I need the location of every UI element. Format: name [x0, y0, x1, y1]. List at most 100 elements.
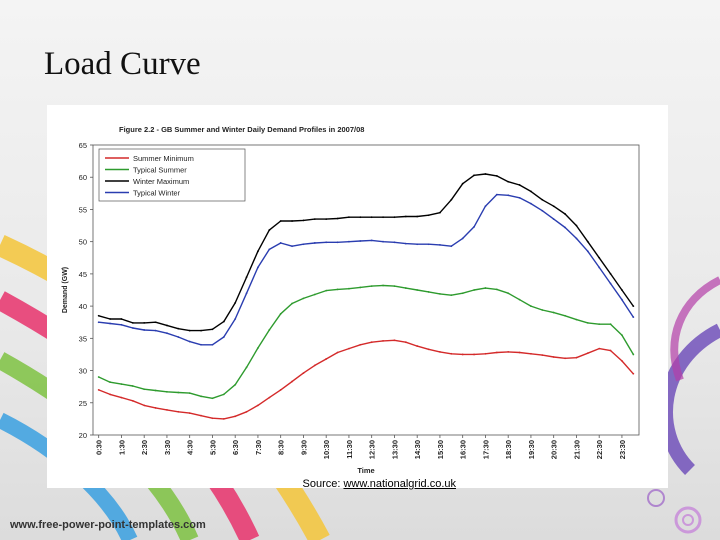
data-point: [393, 216, 396, 219]
data-point: [461, 353, 464, 356]
data-point: [552, 205, 555, 208]
data-point: [495, 193, 498, 196]
data-point: [564, 314, 566, 317]
data-point: [348, 287, 350, 290]
data-point: [200, 329, 202, 332]
legend-label: Winter Maximum: [133, 177, 189, 186]
data-point: [131, 385, 134, 387]
data-point: [507, 350, 510, 353]
data-point: [268, 248, 271, 251]
x-tick-label: 23:30: [618, 440, 627, 459]
data-point: [586, 352, 589, 355]
data-point: [109, 322, 111, 325]
data-point: [632, 353, 635, 356]
data-point: [382, 340, 384, 342]
data-point: [97, 321, 100, 324]
data-point: [131, 327, 134, 329]
data-point: [495, 175, 498, 177]
data-point: [268, 329, 271, 331]
data-point: [370, 341, 373, 344]
data-point: [313, 242, 316, 244]
data-point: [518, 298, 521, 301]
data-point: [586, 250, 589, 253]
y-tick-label: 45: [79, 270, 87, 279]
demand-profile-chart: Figure 2.2 - GB Summer and Winter Daily …: [62, 125, 640, 475]
data-point: [348, 347, 350, 350]
data-point: [461, 292, 464, 295]
data-point: [450, 294, 453, 297]
data-point: [416, 215, 419, 218]
data-point: [245, 292, 248, 295]
x-tick-label: 5:30: [208, 440, 217, 455]
data-point: [268, 229, 271, 231]
data-point: [370, 285, 373, 288]
x-tick-label: 1:30: [117, 440, 126, 455]
data-point: [120, 383, 123, 385]
data-point: [222, 336, 225, 338]
x-tick-label: 22:30: [595, 440, 604, 459]
x-tick-label: 11:30: [345, 440, 354, 459]
data-point: [404, 215, 407, 218]
x-tick-label: 10:30: [322, 440, 331, 459]
data-point: [621, 289, 623, 291]
x-tick-label: 8:30: [277, 440, 286, 455]
data-point: [279, 388, 282, 391]
data-point: [245, 276, 248, 279]
y-tick-label: 65: [79, 141, 87, 150]
data-point: [166, 332, 168, 335]
data-point: [575, 318, 578, 321]
data-point: [393, 339, 396, 342]
data-point: [530, 305, 532, 308]
data-point: [427, 291, 430, 293]
data-point: [359, 343, 362, 346]
data-point: [234, 301, 237, 304]
x-tick-label: 19:30: [527, 440, 536, 459]
data-point: [325, 218, 328, 221]
data-point: [222, 417, 225, 420]
data-point: [222, 320, 225, 323]
data-point: [97, 388, 100, 391]
data-point: [336, 288, 339, 291]
data-point: [507, 292, 510, 295]
data-point: [609, 272, 612, 275]
y-tick-label: 40: [79, 302, 87, 311]
data-point: [222, 393, 225, 396]
source-link[interactable]: www.nationalgrid.co.uk: [343, 478, 456, 490]
data-point: [109, 393, 111, 396]
data-point: [143, 404, 146, 407]
legend-label: Summer Minimum: [133, 154, 194, 163]
data-point: [632, 316, 635, 318]
data-point: [564, 357, 566, 360]
data-point: [564, 226, 566, 229]
data-point: [200, 395, 202, 398]
data-point: [518, 184, 521, 186]
data-point: [552, 311, 555, 314]
x-tick-label: 3:30: [163, 440, 172, 455]
data-point: [257, 266, 259, 269]
data-point: [313, 218, 316, 221]
data-point: [120, 318, 123, 320]
data-point: [382, 284, 384, 287]
data-point: [575, 237, 578, 240]
footer-url[interactable]: www.free-power-point-templates.com: [10, 519, 206, 531]
y-tick-label: 60: [79, 173, 87, 182]
data-point: [336, 351, 339, 354]
data-point: [598, 323, 601, 326]
series-line-typical-summer: [98, 284, 634, 399]
x-axis-label: Time: [357, 466, 374, 475]
data-point: [473, 174, 475, 177]
data-point: [313, 364, 316, 367]
data-point: [166, 408, 168, 411]
x-tick-label: 14:30: [413, 440, 422, 459]
slide-title: Load Curve: [44, 46, 201, 82]
data-point: [439, 292, 441, 295]
data-point: [370, 239, 373, 242]
data-point: [234, 383, 237, 386]
data-point: [530, 352, 532, 355]
data-point: [188, 340, 191, 343]
data-point: [461, 182, 464, 185]
source-prefix: Source:: [302, 478, 344, 490]
data-point: [473, 353, 475, 356]
x-tick-label: 0:30: [95, 440, 104, 455]
data-point: [495, 351, 498, 354]
